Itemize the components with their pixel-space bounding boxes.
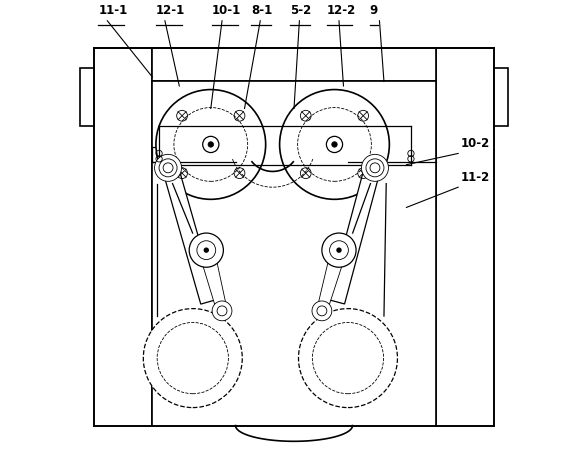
Text: 5-2: 5-2 [290,4,312,17]
Bar [152,147,163,163]
Circle shape [330,241,348,260]
Bar [152,49,436,82]
Circle shape [336,248,342,253]
Text: 9: 9 [370,4,378,17]
Polygon shape [316,251,347,311]
Circle shape [312,301,332,321]
Polygon shape [494,69,507,127]
Circle shape [280,90,389,200]
Text: 8-1: 8-1 [251,4,272,17]
Circle shape [156,90,266,200]
Text: 10-1: 10-1 [212,4,242,17]
Text: 10-2: 10-2 [460,137,490,150]
Circle shape [370,164,380,173]
Bar [436,49,494,426]
Bar [152,82,436,426]
Circle shape [159,160,177,177]
Circle shape [155,155,182,182]
Circle shape [203,248,209,253]
Circle shape [163,164,173,173]
Circle shape [312,323,383,394]
Circle shape [322,234,356,267]
Circle shape [203,137,219,153]
Circle shape [317,306,327,316]
Bar [152,49,436,82]
Circle shape [332,143,337,148]
Bar [436,49,494,426]
Text: 12-1: 12-1 [156,4,185,17]
Circle shape [208,143,213,148]
Text: 11-2: 11-2 [460,170,490,183]
Bar [94,49,152,426]
Circle shape [298,108,372,182]
Polygon shape [198,251,228,311]
Polygon shape [165,175,216,304]
Circle shape [197,241,216,260]
Circle shape [212,301,232,321]
Circle shape [217,306,227,316]
Circle shape [299,309,397,408]
Polygon shape [329,175,378,304]
Circle shape [189,234,223,267]
Polygon shape [384,82,436,244]
Bar [94,49,152,426]
Text: 11-1: 11-1 [98,4,128,17]
Circle shape [174,108,248,182]
Circle shape [326,137,343,153]
Circle shape [362,155,389,182]
Circle shape [366,160,384,177]
Circle shape [157,323,228,394]
Polygon shape [81,69,94,127]
Text: 12-2: 12-2 [327,4,356,17]
Circle shape [143,309,242,408]
